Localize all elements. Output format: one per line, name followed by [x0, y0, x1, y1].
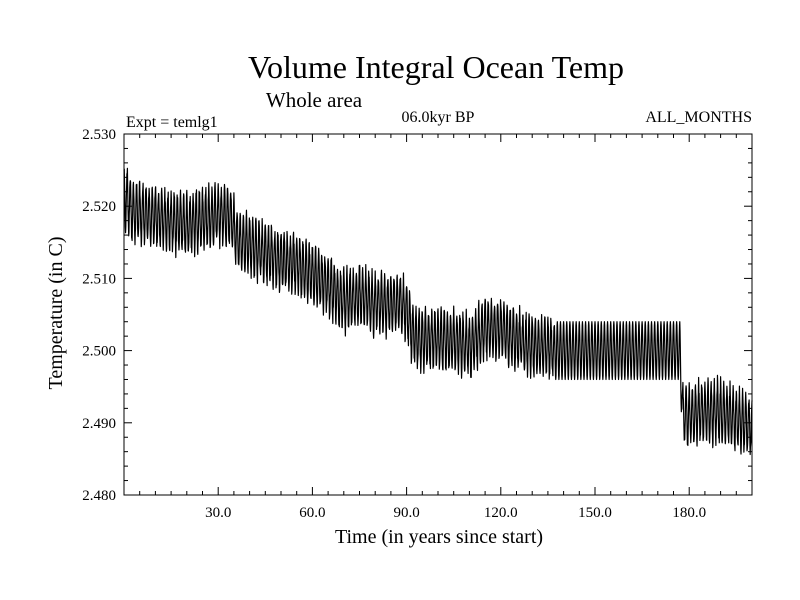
y-tick-label: 2.500: [82, 344, 116, 360]
annotation-expt: Expt = temlg1: [126, 114, 218, 131]
x-tick-label: 180.0: [672, 505, 706, 521]
x-tick-label: 150.0: [578, 505, 612, 521]
chart-subtitle: Whole area: [266, 88, 363, 112]
annotation-months: ALL_MONTHS: [645, 109, 752, 126]
y-tick-label: 2.530: [82, 127, 116, 143]
series-line: [123, 167, 753, 456]
plot-area: 30.0 60.0 90.0 120.0 150.0 180.0 2.480 2.490 2.5…: [82, 127, 753, 521]
x-tick-label: 30.0: [205, 505, 231, 521]
y-tick-label: 2.520: [82, 199, 116, 215]
y-axis-label: Temperature (in C): [45, 237, 67, 390]
x-tick-label: 90.0: [393, 505, 419, 521]
x-axis-label: Time (in years since start): [335, 526, 543, 548]
y-tick-label: 2.510: [82, 271, 116, 287]
chart-title: Volume Integral Ocean Temp: [248, 49, 624, 85]
x-tick-label: 60.0: [299, 505, 325, 521]
y-tick-label: 2.480: [82, 488, 116, 504]
annotation-period: 06.0kyr BP: [402, 109, 475, 126]
y-tick-label: 2.490: [82, 416, 116, 432]
x-tick-label: 120.0: [484, 505, 518, 521]
